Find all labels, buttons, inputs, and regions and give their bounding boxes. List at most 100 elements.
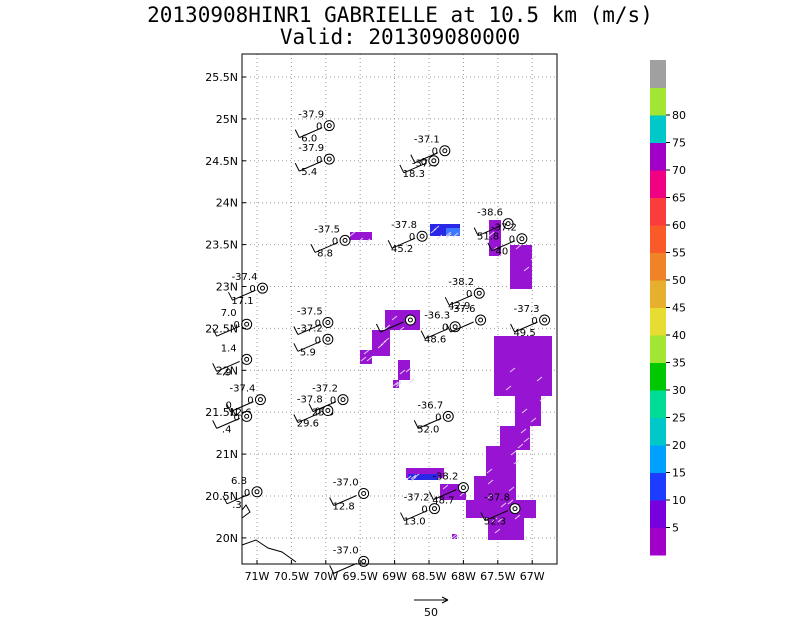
- station-value: 0: [315, 335, 321, 346]
- station-speed: 5.9: [300, 347, 316, 358]
- colorbar-segment: [650, 445, 666, 473]
- lon-tick-label: 67W: [520, 570, 545, 583]
- station-temp: 7.0: [221, 308, 237, 319]
- station-speed: 18.3: [403, 169, 425, 180]
- latitude-labels: 25.5N 25N 24.5N 24N 23.5N 23N 22.5N 22N 21.5N 21N…: [205, 71, 246, 545]
- station-temp: -37.1: [414, 135, 440, 146]
- station-plot: -37.0 12.8: [329, 477, 370, 512]
- station-temp: -37.2: [312, 384, 338, 395]
- station-temp: -37.5: [297, 307, 323, 318]
- chart-subtitle: Valid: 201309080000: [279, 25, 521, 49]
- echo-cell: [510, 245, 532, 289]
- station-plot: -37.906.0: [294, 110, 335, 145]
- station-value: 0: [233, 320, 239, 331]
- station-temp: -36.3: [424, 311, 450, 322]
- lat-tick-label: 20.5N: [205, 490, 238, 503]
- colorbar-segment: [650, 472, 666, 501]
- lat-tick-label: 25.5N: [205, 71, 238, 84]
- echo-cell: [515, 396, 541, 426]
- lon-tick-label: 70.5W: [274, 570, 309, 583]
- colorbar-segment: [650, 307, 666, 336]
- lat-tick-label: 25N: [216, 113, 238, 126]
- station-temp: -37.2: [297, 323, 323, 334]
- station-temp: -37.9: [298, 143, 324, 154]
- echo-cell: [406, 468, 444, 478]
- lat-tick-label: 22.5N: [205, 322, 238, 335]
- station-value: 0: [509, 235, 515, 246]
- colorbar-segment: [650, 197, 666, 226]
- lat-tick-label: 23N: [216, 281, 238, 294]
- station-value: 0: [249, 284, 255, 295]
- station-temp: -36.7: [417, 400, 443, 411]
- lat-tick-label: 22N: [216, 364, 238, 377]
- station-temp: -37.6: [450, 304, 476, 315]
- station-value: 0: [442, 323, 448, 334]
- station-value: 0: [432, 147, 438, 158]
- colorbar-segment: [650, 115, 666, 143]
- station-speed: 13.0: [403, 517, 425, 528]
- lat-tick-label: 23.5N: [205, 239, 238, 252]
- colorbar-label: 35: [672, 357, 686, 370]
- longitude-labels: 71W 70.5W 70W 69.5W 69W 68.5W 68W 67.5W 67W: [245, 560, 545, 583]
- station-value: 0: [435, 412, 441, 423]
- colorbar-label: 40: [672, 329, 686, 342]
- echo-cell: [372, 330, 390, 356]
- station-value: 0: [316, 122, 322, 133]
- lon-tick-label: 70W: [313, 570, 338, 583]
- colorbar-label: 20: [672, 439, 686, 452]
- colorbar-label: 60: [672, 219, 686, 232]
- station-speed: .9: [222, 367, 232, 378]
- station-plot: -37.6: [446, 304, 487, 333]
- colorbar-label: 5: [672, 522, 679, 535]
- colorbar: 5 10 15 20 25 30 35 40 45 50 55 60 65 70 75 80: [650, 60, 686, 556]
- station-speed: 40: [496, 247, 509, 258]
- echo-cell: [494, 336, 552, 396]
- station-speed: 52.3: [484, 517, 506, 528]
- station-temp: -38.2: [432, 472, 458, 483]
- echo-cell: [398, 360, 410, 380]
- station-speed: 5.4: [301, 167, 317, 178]
- scale-vector: 50: [414, 596, 449, 618]
- station-temp: -37.0: [333, 545, 359, 556]
- station-plot: -37.8 52.3: [480, 493, 521, 528]
- station-plot: -37.50: [293, 307, 334, 335]
- station-temp: -37.8: [297, 395, 323, 406]
- colorbar-label: 55: [672, 247, 686, 260]
- lon-tick-label: 69W: [382, 570, 407, 583]
- station-plot: -37.205.9: [293, 323, 334, 358]
- colorbar-label: 45: [672, 302, 686, 315]
- station-value: 0: [531, 316, 537, 327]
- colorbar-label: 75: [672, 137, 686, 150]
- station-temp: -37.0: [333, 477, 359, 488]
- station-plot: [375, 314, 416, 333]
- station-value: 0: [247, 396, 253, 407]
- echo-cell: [446, 228, 460, 236]
- echo-cell: [488, 518, 524, 540]
- map-frame: [241, 53, 558, 565]
- station-speed: 52.0: [417, 424, 439, 435]
- lat-tick-label: 20N: [216, 532, 238, 545]
- lon-tick-label: 68.5W: [411, 570, 446, 583]
- station-temp: 0: [225, 400, 231, 411]
- colorbar-label: 70: [672, 164, 686, 177]
- station-temp: 1.4: [221, 343, 237, 354]
- echo-cell: [408, 474, 438, 480]
- station-plot: -37.905.4: [294, 143, 335, 178]
- echo-cell: [489, 220, 501, 256]
- station-speed: 51.8: [477, 232, 499, 243]
- station-speed: .3: [232, 500, 242, 511]
- station-speed: 29.6: [297, 419, 319, 430]
- lon-tick-label: 68W: [451, 570, 476, 583]
- lat-tick-label: 21N: [216, 448, 238, 461]
- colorbar-segment: [650, 87, 666, 116]
- colorbar-segment: [650, 335, 666, 363]
- station-value: 0: [409, 232, 415, 243]
- station-plot: -37.10-37.6: [410, 135, 451, 170]
